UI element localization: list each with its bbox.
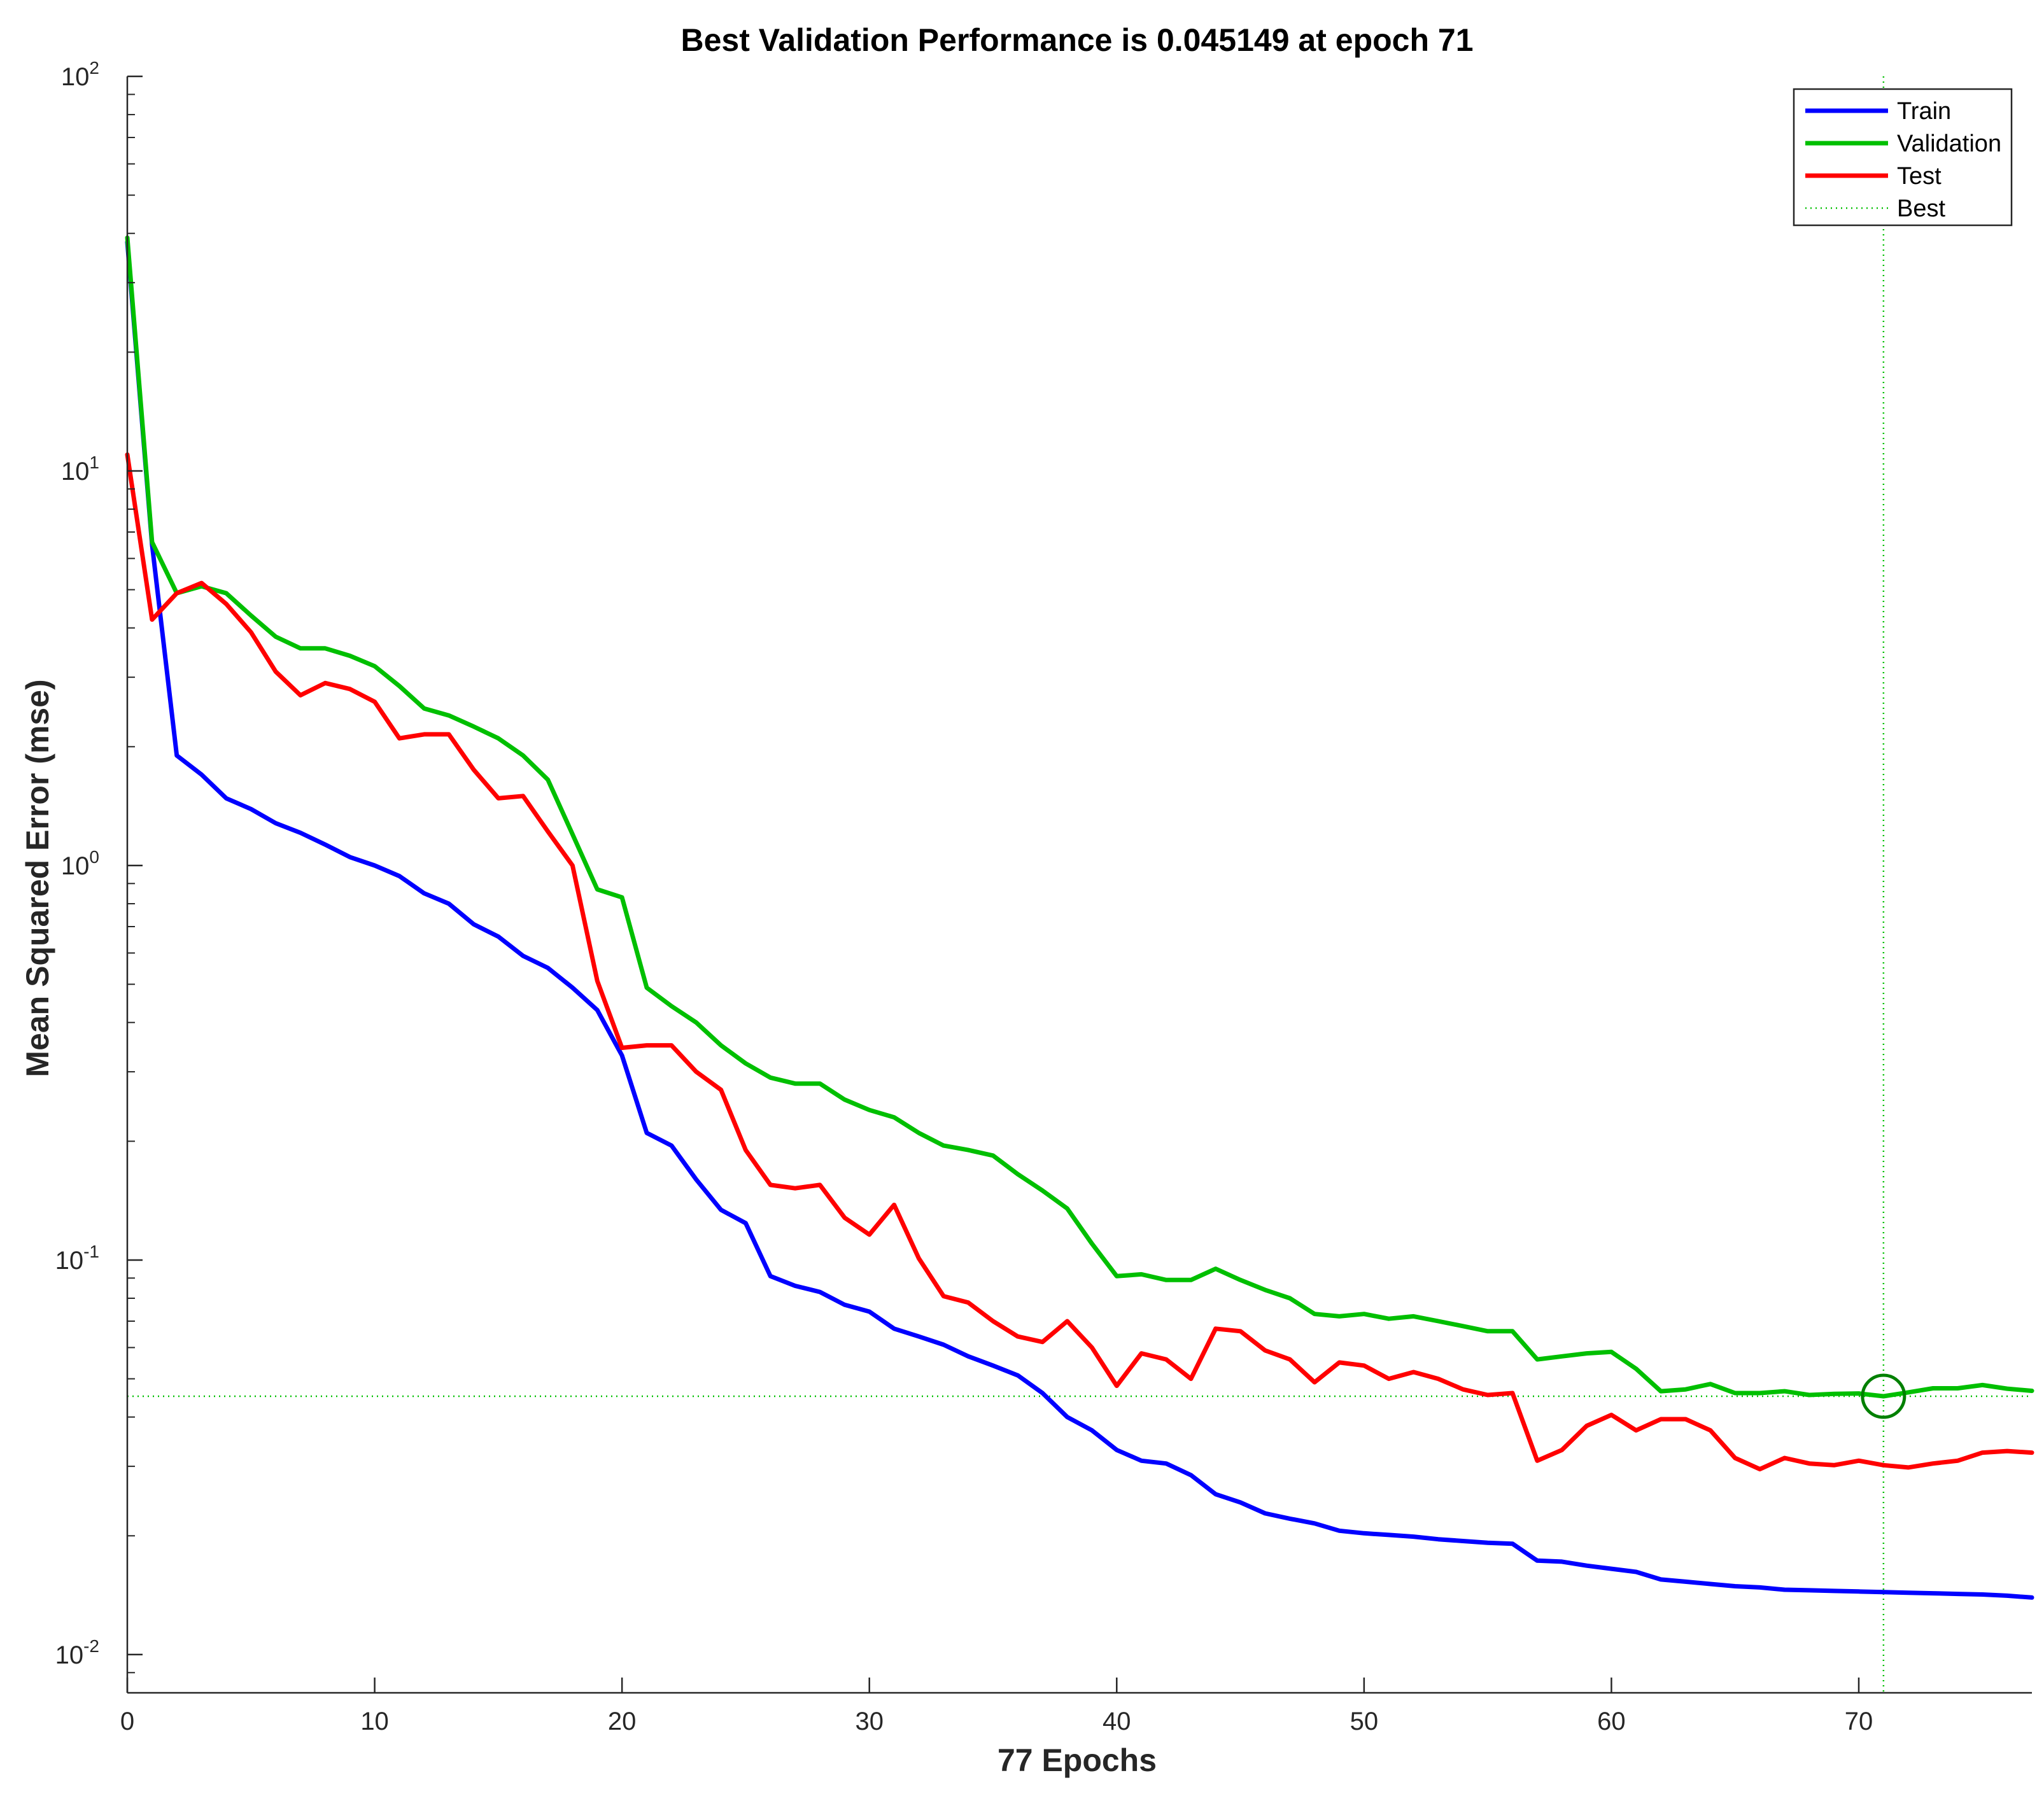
y-axis-title: Mean Squared Error (mse) xyxy=(20,679,55,1077)
series-layer xyxy=(125,235,2034,1600)
legend-label-train: Train xyxy=(1897,98,1951,125)
y-tick-label: 102 xyxy=(61,58,99,91)
plot-area: 0 10 20 30 40 50 60 70 102 101 100 10-1 10-2 xyxy=(55,58,2034,1735)
best-reference-lines xyxy=(127,76,2032,1693)
ticks-layer: 0 10 20 30 40 50 60 70 102 101 100 10-1 10-2 xyxy=(55,58,1873,1735)
y-tick-label: 101 xyxy=(61,452,99,486)
y-tick-label: 10-2 xyxy=(55,1636,99,1669)
y-tick-label: 10-1 xyxy=(55,1242,99,1275)
x-tick-label: 30 xyxy=(855,1707,884,1735)
x-tick-label: 50 xyxy=(1350,1707,1379,1735)
x-tick-label: 0 xyxy=(120,1707,134,1735)
legend-label-validation: Validation xyxy=(1897,130,2001,157)
x-tick-label: 40 xyxy=(1103,1707,1131,1735)
legend-label-test: Test xyxy=(1897,163,1942,190)
chart-title: Best Validation Performance is 0.045149 … xyxy=(680,22,1473,58)
x-tick-label: 60 xyxy=(1597,1707,1626,1735)
y-tick-label: 100 xyxy=(61,847,99,880)
best-point-marker xyxy=(1861,1373,1907,1419)
x-tick-label: 70 xyxy=(1845,1707,1873,1735)
x-axis-title: 77 Epochs xyxy=(997,1742,1157,1778)
marker-layer xyxy=(1861,1373,1907,1419)
legend: Train Validation Test Best xyxy=(1793,88,2013,227)
x-tick-label: 10 xyxy=(360,1707,389,1735)
x-tick-label: 20 xyxy=(608,1707,637,1735)
series-line-test xyxy=(125,452,2034,1472)
series-line-train xyxy=(125,240,2034,1600)
series-line-validation xyxy=(125,235,2034,1399)
legend-label-best: Best xyxy=(1897,195,1945,222)
